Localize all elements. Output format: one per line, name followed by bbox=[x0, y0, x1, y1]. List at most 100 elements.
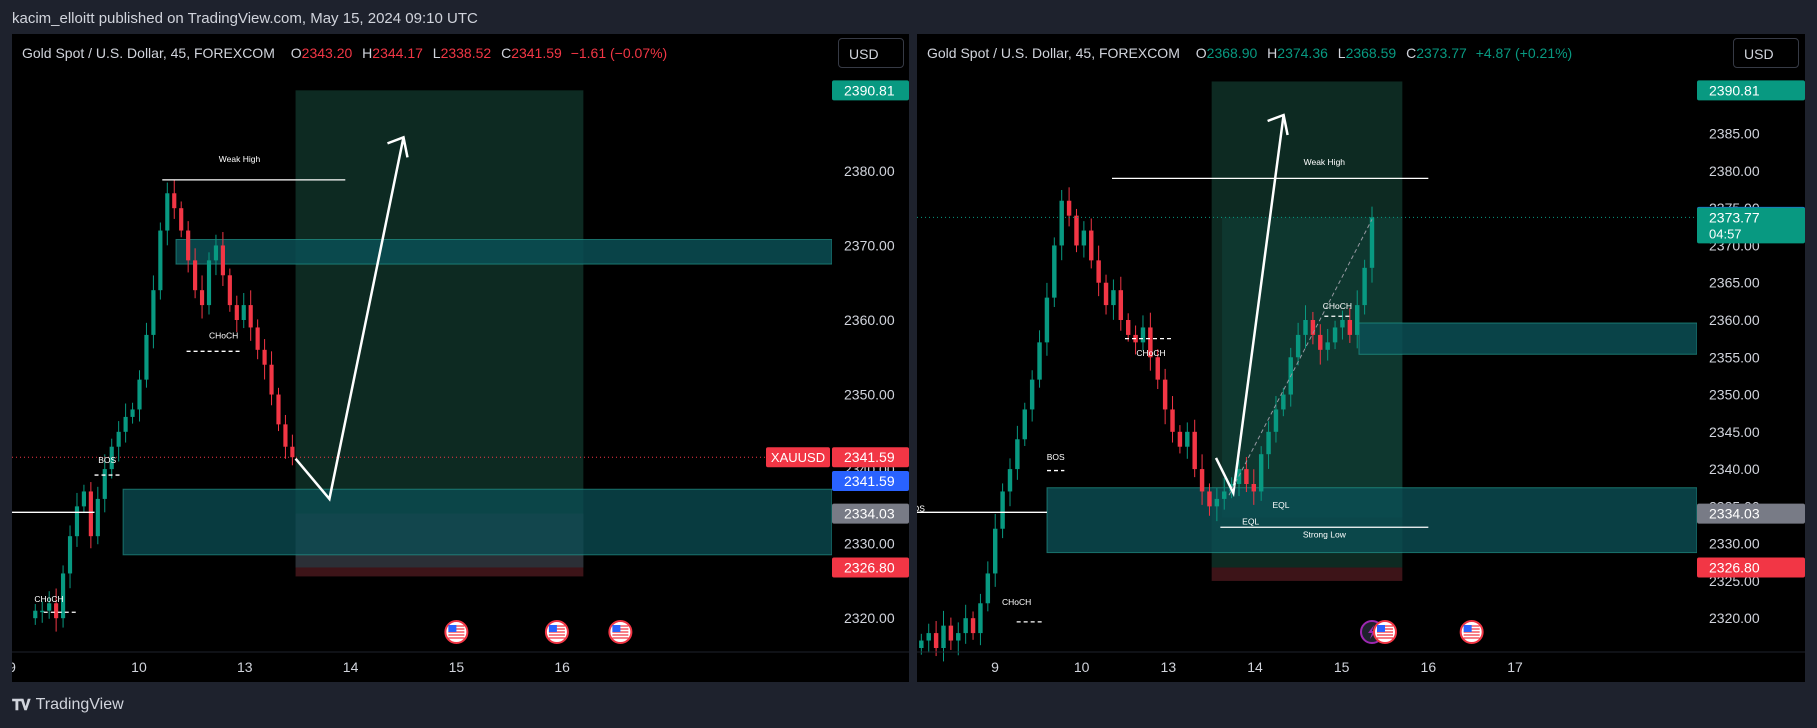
demand-zone bbox=[122, 488, 833, 556]
candle-body bbox=[179, 208, 184, 231]
candle-body bbox=[1096, 260, 1101, 283]
candle-body bbox=[926, 633, 931, 641]
flag-canton bbox=[448, 625, 457, 632]
candle-body bbox=[1125, 320, 1131, 335]
brand-name: TradingView bbox=[35, 696, 124, 713]
symbol-title[interactable]: Gold Spot / U.S. Dollar, 45, FOREXCOM bbox=[927, 45, 1180, 61]
y-tick-label: 2350.00 bbox=[1709, 387, 1760, 403]
candle-body bbox=[1015, 439, 1020, 470]
y-tick-label: 2360.00 bbox=[844, 312, 895, 328]
price-tag-label: 2334.03 bbox=[844, 506, 895, 522]
candle-body bbox=[206, 260, 212, 306]
currency-button[interactable]: USD bbox=[1733, 38, 1799, 68]
candle-body bbox=[1273, 409, 1279, 432]
y-tick-label: 2330.00 bbox=[844, 536, 895, 552]
price-tag-label: 2390.81 bbox=[844, 82, 895, 98]
chart-canvas-left[interactable]: Weak High CHoCH BOS CHoCH 2380.00 2370.00 2360… bbox=[12, 34, 909, 682]
price-tag bbox=[832, 503, 909, 524]
candle-body bbox=[1170, 409, 1175, 432]
annotation-label: CHoCH bbox=[34, 594, 63, 604]
price-tag-label: 2326.80 bbox=[844, 559, 895, 575]
candle-body bbox=[1332, 327, 1338, 343]
candle-body bbox=[1318, 334, 1323, 350]
candle-body bbox=[1044, 297, 1050, 343]
candle-body bbox=[276, 394, 281, 425]
candle-body bbox=[1066, 200, 1072, 216]
chart-panel-right[interactable]: Weak High CHoCH BOS CHoCH CHoCH EQL EQL Strong … bbox=[917, 34, 1805, 682]
price-tag bbox=[1697, 503, 1805, 524]
symbol-title[interactable]: Gold Spot / U.S. Dollar, 45, FOREXCOM bbox=[22, 45, 275, 61]
candle-body bbox=[60, 573, 66, 619]
candle-body bbox=[88, 491, 93, 537]
candle-body bbox=[241, 305, 246, 320]
candle-body bbox=[95, 498, 100, 537]
price-tag bbox=[832, 447, 909, 468]
y-tick-label: 2370.00 bbox=[844, 237, 895, 253]
candle-body bbox=[1325, 342, 1330, 350]
x-tick-label: 16 bbox=[554, 659, 570, 675]
x-tick-label: 9 bbox=[991, 659, 999, 675]
flag-canton bbox=[548, 625, 557, 632]
x-tick-label: 13 bbox=[1161, 659, 1177, 675]
price-tag bbox=[1697, 207, 1805, 244]
chart-canvas-right[interactable]: Weak High CHoCH BOS CHoCH CHoCH EQL EQL Strong … bbox=[917, 34, 1805, 682]
candle-body bbox=[1310, 320, 1316, 335]
candle-body bbox=[1052, 245, 1057, 298]
price-tag bbox=[832, 80, 909, 101]
footer-brand[interactable]: 𝐓𝐕 TradingView bbox=[12, 696, 124, 714]
candle-body bbox=[269, 364, 274, 395]
candle-body bbox=[283, 424, 288, 447]
candle-body bbox=[1214, 498, 1220, 507]
candle-body bbox=[116, 431, 121, 447]
candle-body bbox=[1029, 379, 1035, 410]
candle-body bbox=[47, 603, 52, 611]
tradingview-logo-icon: 𝐓𝐕 bbox=[12, 696, 31, 714]
x-tick-label: 16 bbox=[1421, 659, 1437, 675]
price-tag-label: 2341.59 bbox=[844, 473, 895, 489]
currency-button[interactable]: USD bbox=[838, 38, 904, 68]
candle-body bbox=[1251, 484, 1257, 492]
annotation-label: EQL bbox=[1272, 500, 1289, 510]
candle-body bbox=[290, 446, 295, 458]
candle-body bbox=[1207, 491, 1212, 507]
candle-body bbox=[54, 603, 59, 619]
demand-zone-upper bbox=[1358, 322, 1698, 355]
chart-panel-left[interactable]: Weak High CHoCH BOS CHoCH 2380.00 2370.00 2360… bbox=[12, 34, 909, 682]
candle-body bbox=[172, 193, 177, 209]
annotation-label: Strong Low bbox=[1303, 530, 1347, 540]
price-tag-label: 2341.59 bbox=[844, 449, 895, 465]
candle-body bbox=[1037, 342, 1042, 380]
x-tick-label: 10 bbox=[131, 659, 147, 675]
supply-zone bbox=[175, 238, 833, 265]
candle-body bbox=[81, 491, 87, 507]
x-tick-label: 9 bbox=[12, 659, 16, 675]
candle-body bbox=[1281, 394, 1286, 410]
y-tick-label: 2380.00 bbox=[844, 163, 895, 179]
y-tick-label: 2360.00 bbox=[1709, 312, 1760, 328]
candle-body bbox=[199, 290, 205, 306]
annotation-label: CHoCH bbox=[1136, 348, 1165, 358]
candle-body bbox=[151, 290, 156, 335]
candle-body bbox=[165, 193, 170, 231]
candle-body bbox=[248, 305, 253, 328]
flag-canton bbox=[1463, 625, 1472, 632]
low-value: 2338.52 bbox=[440, 45, 492, 61]
price-tag-label: 2373.77 bbox=[1709, 209, 1760, 225]
projection-arrow bbox=[294, 137, 405, 502]
y-tick-label: 2345.00 bbox=[1709, 424, 1760, 440]
price-tag-label: 2326.80 bbox=[1709, 559, 1760, 575]
candle-body bbox=[1155, 357, 1160, 380]
y-tick-label: 2330.00 bbox=[1709, 536, 1760, 552]
candle-body bbox=[1059, 200, 1064, 246]
candle-body bbox=[992, 528, 998, 574]
x-tick-label: 17 bbox=[1507, 659, 1523, 675]
annotation-label: OS bbox=[917, 504, 925, 514]
high-value: 2374.36 bbox=[1277, 45, 1328, 61]
price-tag bbox=[1697, 80, 1805, 101]
candle-body bbox=[40, 610, 45, 613]
y-tick-label: 2320.00 bbox=[844, 610, 895, 626]
arrow-head-icon bbox=[387, 135, 409, 158]
candle-body bbox=[970, 618, 976, 634]
x-tick-label: 15 bbox=[1334, 659, 1350, 675]
demand-zone bbox=[1046, 487, 1698, 554]
